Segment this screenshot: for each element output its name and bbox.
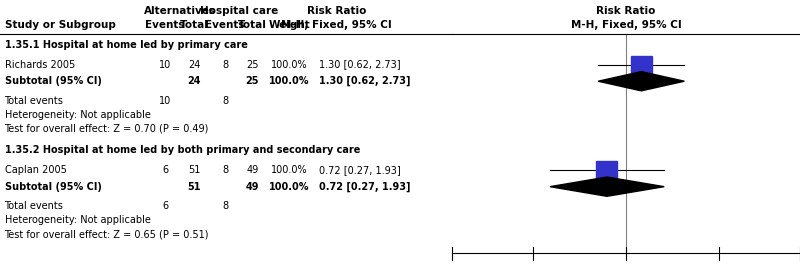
- Text: 0.72 [0.27, 1.93]: 0.72 [0.27, 1.93]: [318, 165, 401, 175]
- Text: 1.35.1 Hospital at home led by primary care: 1.35.1 Hospital at home led by primary c…: [5, 40, 247, 50]
- Text: 100.0%: 100.0%: [269, 182, 310, 192]
- Text: 8: 8: [222, 165, 228, 175]
- Bar: [630, 56, 652, 73]
- Text: 25: 25: [246, 59, 258, 70]
- Text: 51: 51: [188, 165, 201, 175]
- Text: M-H, Fixed, 95% CI: M-H, Fixed, 95% CI: [282, 20, 392, 31]
- Polygon shape: [550, 177, 664, 196]
- Text: 24: 24: [188, 59, 201, 70]
- Text: 49: 49: [246, 165, 258, 175]
- Text: Weight: Weight: [269, 20, 310, 31]
- Text: 10: 10: [159, 59, 171, 70]
- Text: Hospital care: Hospital care: [199, 6, 278, 16]
- Text: 6: 6: [162, 165, 168, 175]
- Text: 8: 8: [222, 59, 228, 70]
- Text: 100.0%: 100.0%: [271, 165, 307, 175]
- Text: 8: 8: [222, 201, 228, 211]
- Text: Richards 2005: Richards 2005: [5, 59, 74, 70]
- Text: M-H, Fixed, 95% CI: M-H, Fixed, 95% CI: [570, 20, 682, 31]
- Text: Total: Total: [238, 20, 266, 31]
- Text: Caplan 2005: Caplan 2005: [5, 165, 66, 175]
- Text: Heterogeneity: Not applicable: Heterogeneity: Not applicable: [5, 215, 150, 225]
- Text: 100.0%: 100.0%: [271, 59, 307, 70]
- Text: Test for overall effect: Z = 0.65 (P = 0.51): Test for overall effect: Z = 0.65 (P = 0…: [5, 229, 209, 239]
- Text: Total events: Total events: [5, 201, 63, 211]
- Text: 100.0%: 100.0%: [269, 76, 310, 86]
- Text: 49: 49: [246, 182, 259, 192]
- Text: Events: Events: [206, 20, 245, 31]
- Text: Subtotal (95% CI): Subtotal (95% CI): [5, 182, 102, 192]
- Text: 25: 25: [246, 76, 259, 86]
- Text: 0.72 [0.27, 1.93]: 0.72 [0.27, 1.93]: [318, 181, 410, 192]
- Text: 6: 6: [162, 201, 168, 211]
- Text: Test for overall effect: Z = 0.70 (P = 0.49): Test for overall effect: Z = 0.70 (P = 0…: [5, 124, 209, 134]
- Text: Study or Subgroup: Study or Subgroup: [5, 20, 115, 31]
- Text: Heterogeneity: Not applicable: Heterogeneity: Not applicable: [5, 110, 150, 120]
- Text: Risk Ratio: Risk Ratio: [596, 6, 656, 16]
- Text: Risk Ratio: Risk Ratio: [307, 6, 366, 16]
- Text: Subtotal (95% CI): Subtotal (95% CI): [5, 76, 102, 86]
- Text: 10: 10: [159, 96, 171, 106]
- Text: 8: 8: [222, 96, 228, 106]
- Text: Total events: Total events: [5, 96, 63, 106]
- Text: Alternatives: Alternatives: [144, 6, 216, 16]
- Text: Events: Events: [146, 20, 185, 31]
- Polygon shape: [598, 72, 684, 91]
- Text: 51: 51: [188, 182, 201, 192]
- Text: 1.30 [0.62, 2.73]: 1.30 [0.62, 2.73]: [318, 59, 400, 70]
- Bar: [597, 161, 618, 179]
- Text: 1.35.2 Hospital at home led by both primary and secondary care: 1.35.2 Hospital at home led by both prim…: [5, 146, 360, 155]
- Text: 1.30 [0.62, 2.73]: 1.30 [0.62, 2.73]: [318, 76, 410, 86]
- Text: 24: 24: [188, 76, 201, 86]
- Text: Total: Total: [180, 20, 209, 31]
